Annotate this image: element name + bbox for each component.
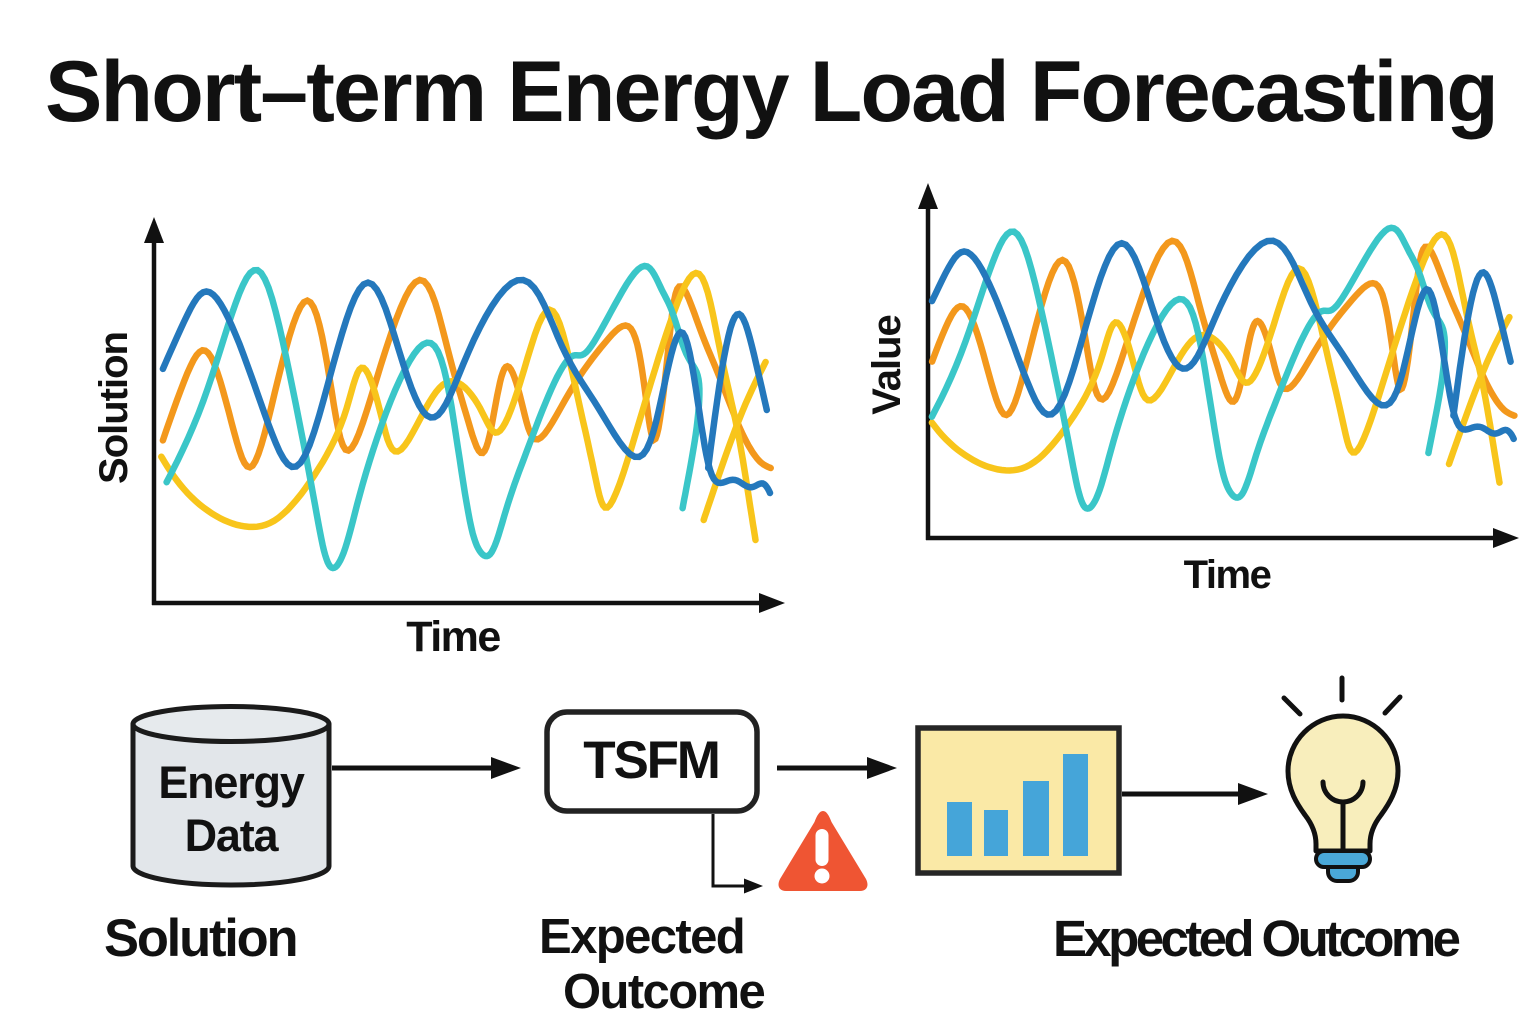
svg-text:Solution: Solution xyxy=(92,332,136,484)
svg-text:Time: Time xyxy=(406,613,500,661)
svg-text:Expected: Expected xyxy=(539,910,744,964)
svg-text:Outcome: Outcome xyxy=(563,965,765,1019)
svg-text:Short–term Energy Load Forecas: Short–term Energy Load Forecasting xyxy=(45,44,1497,140)
svg-text:TSFM: TSFM xyxy=(583,731,718,790)
svg-text:Energy: Energy xyxy=(158,757,305,808)
svg-text:Time: Time xyxy=(1184,553,1271,597)
svg-text:Data: Data xyxy=(185,810,280,861)
svg-text:Solution: Solution xyxy=(104,909,296,968)
svg-text:Expected Outcome: Expected Outcome xyxy=(1053,910,1460,967)
svg-text:Value: Value xyxy=(865,315,909,415)
